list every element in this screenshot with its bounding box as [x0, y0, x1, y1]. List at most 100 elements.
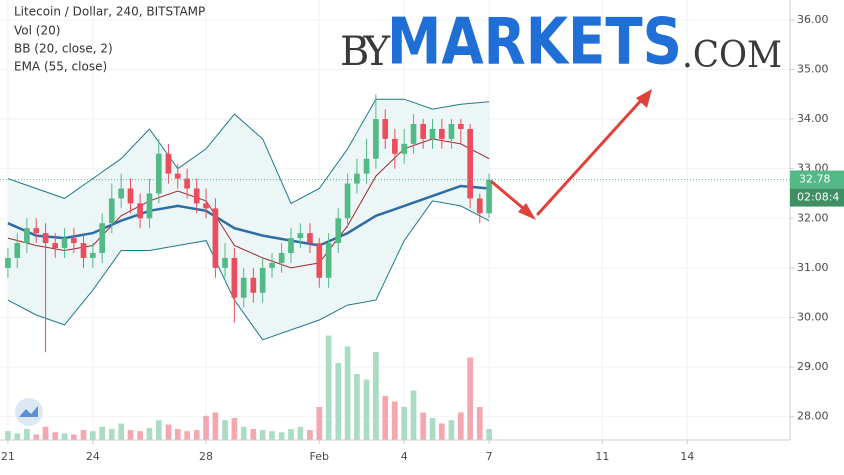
- candle-body: [90, 252, 96, 258]
- candle-body: [363, 158, 370, 174]
- x-tick-label: 11: [595, 450, 609, 463]
- candle-body: [269, 262, 275, 268]
- y-tick-label: 32.00: [797, 211, 829, 224]
- countdown-box: [790, 188, 844, 207]
- volume-bar: [42, 426, 49, 440]
- candle-body: [250, 277, 257, 293]
- candle-body: [108, 198, 115, 224]
- y-tick-label: 34.00: [797, 112, 829, 125]
- bb-upper: [7, 98, 490, 205]
- legend-bb: BB (20, close, 2): [14, 42, 113, 56]
- candle-body: [24, 228, 30, 244]
- bb-basis: [7, 138, 490, 269]
- volume-bar: [127, 430, 134, 440]
- volume-bar: [52, 432, 59, 440]
- volume-bar: [410, 390, 417, 440]
- last-price-label: 32.78: [799, 173, 831, 186]
- volume-bar: [250, 429, 257, 440]
- volume-bar: [146, 427, 153, 440]
- candle-body: [288, 238, 294, 253]
- x-tick-label: 4: [401, 450, 408, 463]
- volume-bar: [448, 420, 455, 440]
- volume-bar: [90, 431, 96, 440]
- candle-body: [457, 124, 464, 129]
- candle-body: [212, 208, 219, 268]
- volume-bar: [137, 431, 143, 440]
- volume-bar: [278, 432, 285, 440]
- candle-body: [118, 188, 124, 199]
- volume-bar: [71, 434, 77, 440]
- candle-body: [278, 252, 285, 263]
- candle-body: [354, 173, 360, 184]
- candle-body: [476, 198, 483, 214]
- candle-body: [42, 233, 49, 244]
- volume-bar: [165, 424, 172, 440]
- volume-bar: [401, 407, 408, 440]
- candle-body: [325, 243, 332, 278]
- candle-body: [439, 128, 445, 139]
- candle-body: [155, 153, 162, 194]
- volume-bar: [193, 430, 200, 440]
- candle-body: [373, 119, 379, 159]
- volume-bar: [5, 431, 11, 440]
- volume-bar: [439, 423, 445, 440]
- y-tick-label: 29.00: [797, 360, 829, 373]
- ema-line: [7, 184, 490, 247]
- candle-body: [14, 243, 21, 258]
- candle-body: [99, 223, 106, 253]
- volume-bar: [307, 430, 313, 440]
- volume-bar: [231, 418, 238, 440]
- volume-bar: [269, 431, 275, 440]
- candle-body: [146, 193, 153, 219]
- candle-body: [33, 228, 40, 234]
- candle-body: [184, 178, 190, 189]
- y-tick-label: 30.00: [797, 310, 829, 323]
- y-tick-label: 36.00: [797, 13, 829, 26]
- volume-bar: [325, 335, 332, 440]
- watermark-com: .COM: [682, 35, 782, 76]
- watermark-by: BY: [340, 29, 391, 75]
- candle-body: [307, 233, 313, 244]
- candle-body: [448, 124, 455, 139]
- bb-lower: [7, 200, 490, 341]
- volume-bar: [24, 429, 30, 440]
- volume-bar: [486, 429, 492, 440]
- candle-body: [297, 233, 304, 239]
- volume-bar: [429, 418, 436, 440]
- legend-volume: Vol (20): [14, 24, 60, 38]
- candle-body: [52, 243, 59, 249]
- volume-bar: [354, 374, 360, 440]
- volume-bar: [457, 412, 464, 440]
- chart-title: Litecoin / Dollar, 240, BITSTAMP: [14, 5, 205, 19]
- legend-ema: EMA (55, close): [14, 60, 107, 74]
- volume-bar: [288, 429, 294, 440]
- x-tick-label: 28: [199, 450, 213, 463]
- volume-bar: [61, 433, 68, 440]
- candle-body: [392, 138, 398, 154]
- candle-body: [486, 179, 492, 214]
- y-tick-label: 28.00: [797, 410, 829, 423]
- candle-body: [410, 124, 417, 144]
- x-tick-label: 24: [86, 450, 100, 463]
- candle-body: [344, 183, 351, 219]
- arrow-head: [636, 89, 652, 108]
- last-price-box: [790, 170, 844, 189]
- x-tick-label: 7: [486, 450, 493, 463]
- volume-bar: [108, 429, 115, 440]
- candle-body: [335, 218, 342, 244]
- volume-bar: [174, 429, 181, 440]
- candle-body: [222, 257, 228, 268]
- volume-bar: [476, 407, 483, 440]
- volume-bar: [297, 426, 304, 440]
- volume-bar: [222, 420, 228, 440]
- volume-bar: [155, 420, 162, 440]
- countdown-label: 02:08:4: [797, 191, 839, 204]
- candle-body: [467, 128, 473, 199]
- volume-bar: [335, 363, 342, 440]
- candle-body: [80, 243, 87, 258]
- candle-body: [382, 119, 389, 139]
- volume-bar: [467, 357, 473, 440]
- candle-body: [61, 238, 68, 249]
- candle-body: [231, 257, 238, 298]
